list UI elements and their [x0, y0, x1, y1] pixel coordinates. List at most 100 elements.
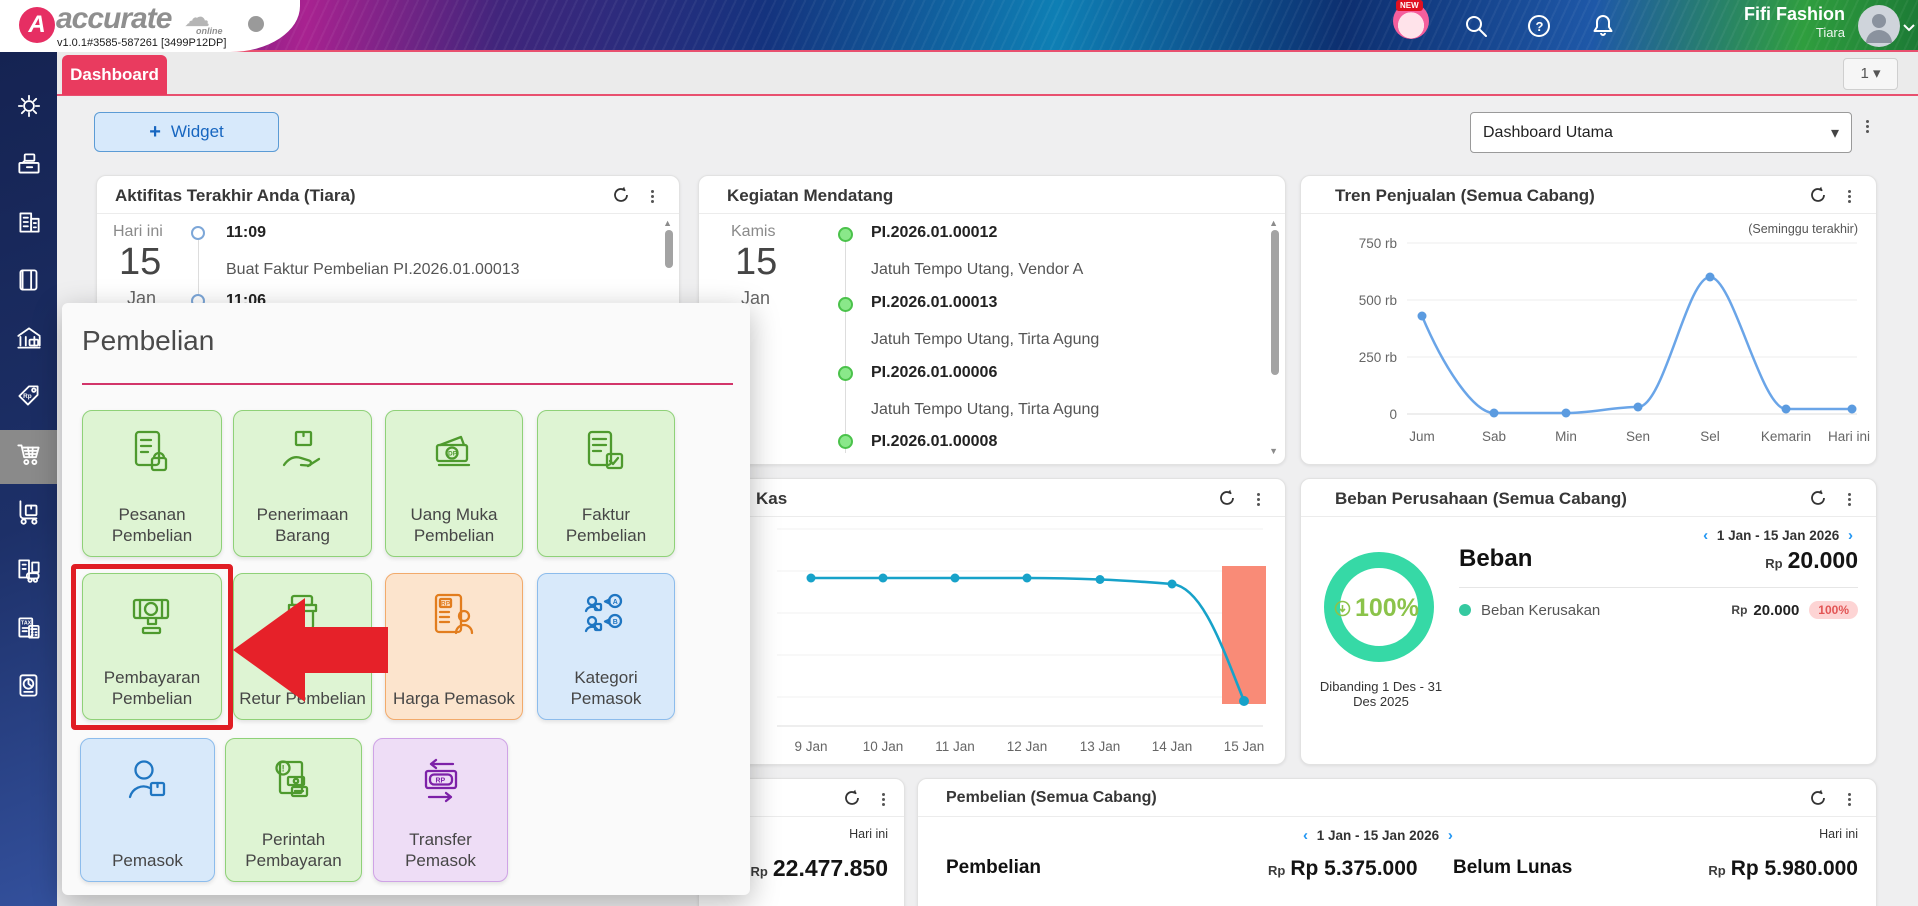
- svg-text:0: 0: [1389, 407, 1397, 422]
- down-payment-icon: DP: [428, 427, 480, 484]
- arrow-down-circle-icon: [1334, 600, 1351, 617]
- tile-perintah-pembayaran[interactable]: ! Perintah Pembayaran: [225, 738, 362, 882]
- legend-label: Beban Kerusakan: [1481, 602, 1600, 619]
- kegiatan-day-name: Kamis: [731, 223, 775, 241]
- event-code[interactable]: PI.2026.01.00012: [871, 224, 997, 242]
- card-options-kebab-icon[interactable]: [1253, 491, 1263, 508]
- tile-pembayaran-pembelian[interactable]: Pembayaran Pembelian: [82, 573, 222, 720]
- card-options-kebab-icon[interactable]: [647, 188, 657, 205]
- dashboard-select[interactable]: Dashboard Utama ▾: [1470, 112, 1852, 153]
- legend-dot: [1459, 604, 1471, 616]
- refresh-icon[interactable]: [611, 185, 631, 205]
- card-options-kebab-icon[interactable]: [1844, 188, 1854, 205]
- sidebar-item-tax[interactable]: TAX: [0, 604, 57, 656]
- card-options-kebab-icon[interactable]: [878, 791, 888, 808]
- timeline-dot-green: [838, 366, 853, 381]
- event-code[interactable]: PI.2026.01.00006: [871, 364, 997, 382]
- sidebar-item-price-tag[interactable]: Rp: [0, 372, 57, 424]
- sidebar-item-inventory[interactable]: [0, 488, 57, 540]
- price-tag-rp-icon: Rp: [14, 381, 44, 416]
- pembelian-row1-value: RpRp 5.375.000: [1268, 857, 1418, 881]
- pembelian-date-range-nav[interactable]: ‹ 1 Jan - 15 Jan 2026 ›: [1298, 827, 1458, 844]
- refresh-icon[interactable]: [1808, 185, 1828, 205]
- app-window: A accurate ☁ online v1.0.1#3585-587261 […: [0, 0, 1918, 906]
- card-aktifitas-header: Aktifitas Terakhir Anda (Tiara): [97, 176, 679, 214]
- card-options-kebab-icon[interactable]: [1844, 791, 1854, 808]
- pembelian-date-range: 1 Jan - 15 Jan 2026: [1317, 828, 1439, 843]
- scroll-up-arrow[interactable]: ▲: [663, 218, 672, 228]
- svg-text:Hari ini: Hari ini: [1828, 429, 1870, 444]
- card-aktifitas-title: Aktifitas Terakhir Anda (Tiara): [115, 186, 356, 206]
- card-options-kebab-icon[interactable]: [1844, 491, 1854, 508]
- sidebar-item-cash-register[interactable]: [0, 140, 57, 192]
- tile-transfer-pemasok[interactable]: RP Transfer Pemasok: [373, 738, 508, 882]
- scroll-down-arrow[interactable]: ▼: [1269, 446, 1278, 456]
- search-icon[interactable]: [1462, 12, 1490, 40]
- refresh-icon[interactable]: [842, 788, 862, 808]
- sidebar-item-bank[interactable]: [0, 314, 57, 366]
- tile-faktur-pembelian[interactable]: Faktur Pembelian: [537, 410, 675, 557]
- tile-pemasok[interactable]: Pemasok: [80, 738, 215, 882]
- chevron-right-icon[interactable]: ›: [1843, 527, 1858, 544]
- dashboard-options-kebab-icon[interactable]: [1862, 118, 1872, 135]
- event-code[interactable]: PI.2026.01.00008: [871, 433, 997, 451]
- pembelian-row2-value: RpRp 5.980.000: [1708, 857, 1858, 881]
- row1-amount: Rp 5.375.000: [1290, 857, 1417, 880]
- svg-text:RP: RP: [435, 778, 445, 785]
- timeline-marker: [191, 226, 205, 240]
- scrollbar-thumb[interactable]: [1271, 230, 1279, 375]
- user-menu-chevron-icon[interactable]: [1902, 20, 1916, 38]
- sidebar-item-gear[interactable]: [0, 82, 57, 134]
- asset-building-car-icon: [14, 555, 44, 590]
- svg-text:500 rb: 500 rb: [1359, 293, 1397, 308]
- gear-icon: [14, 91, 44, 126]
- event-text[interactable]: Buat Faktur Pembelian PI.2026.01.00013: [226, 261, 520, 279]
- scrollbar-thumb[interactable]: [665, 230, 673, 268]
- refresh-icon[interactable]: [1217, 488, 1237, 508]
- sidebar-item-fixed-asset[interactable]: [0, 546, 57, 598]
- kas-summary-period: Hari ini: [849, 827, 888, 841]
- tab-dashboard[interactable]: Dashboard: [62, 55, 167, 95]
- tile-retur-pembelian[interactable]: Retur Pembelian: [233, 573, 372, 720]
- chevron-left-icon[interactable]: ‹: [1698, 527, 1713, 544]
- tile-uang-muka-pembelian[interactable]: DP Uang Muka Pembelian: [385, 410, 523, 557]
- kas-summary-value: 22.477.850: [773, 855, 888, 881]
- notification-bell-icon[interactable]: [1589, 12, 1617, 40]
- bank-icon: [14, 323, 44, 358]
- add-widget-button[interactable]: + Widget: [94, 112, 279, 152]
- sidebar-item-pembelian-cart[interactable]: [0, 430, 57, 482]
- refresh-icon[interactable]: [1808, 488, 1828, 508]
- chevron-right-icon[interactable]: ›: [1443, 827, 1458, 844]
- svg-text:Rp: Rp: [23, 393, 32, 400]
- scroll-up-arrow[interactable]: ▲: [1269, 218, 1278, 228]
- tile-harga-pemasok[interactable]: RP Harga Pemasok: [385, 573, 523, 720]
- beban-legend-row[interactable]: Beban Kerusakan Rp 20.000 100%: [1459, 601, 1858, 619]
- tile-pesanan-pembelian[interactable]: Pesanan Pembelian: [82, 410, 222, 557]
- event-desc: Jatuh Tempo Utang, Vendor A: [871, 261, 1083, 279]
- tile-label: Penerimaan Barang: [238, 504, 367, 547]
- sidebar-item-report[interactable]: [0, 662, 57, 714]
- tile-penerimaan-barang[interactable]: Penerimaan Barang: [233, 410, 372, 557]
- refresh-icon[interactable]: [1808, 788, 1828, 808]
- svg-text:Jum: Jum: [1409, 429, 1435, 444]
- tile-label: Uang Muka Pembelian: [390, 504, 518, 547]
- card-kas-header: Kas: [699, 479, 1285, 517]
- svg-text:Min: Min: [1555, 429, 1577, 444]
- legend-percent-badge: 100%: [1809, 601, 1858, 619]
- help-icon[interactable]: ?: [1525, 12, 1553, 40]
- tile-kategori-pemasok[interactable]: AB Kategori Pemasok: [537, 573, 675, 720]
- tab-counter-dropdown[interactable]: 1 ▾: [1843, 58, 1898, 90]
- event-code[interactable]: PI.2026.01.00013: [871, 294, 997, 312]
- user-avatar[interactable]: [1858, 5, 1900, 47]
- kas-line-chart: 9 Jan 10 Jan 11 Jan 12 Jan 13 Jan 14 Jan…: [707, 521, 1279, 761]
- beban-date-range-nav[interactable]: ‹ 1 Jan - 15 Jan 2026 ›: [1698, 527, 1858, 544]
- sidebar-item-ledger[interactable]: [0, 256, 57, 308]
- svg-text:13 Jan: 13 Jan: [1080, 739, 1121, 754]
- sidebar-item-company[interactable]: [0, 198, 57, 250]
- purchase-order-icon: [126, 427, 178, 484]
- currency-label: Rp: [1731, 603, 1747, 617]
- tabbar-divider-line: [0, 94, 1918, 96]
- user-info[interactable]: Fifi Fashion Tiara: [1640, 4, 1845, 40]
- accurate-logo-icon: A: [19, 7, 55, 43]
- chevron-left-icon[interactable]: ‹: [1298, 827, 1313, 844]
